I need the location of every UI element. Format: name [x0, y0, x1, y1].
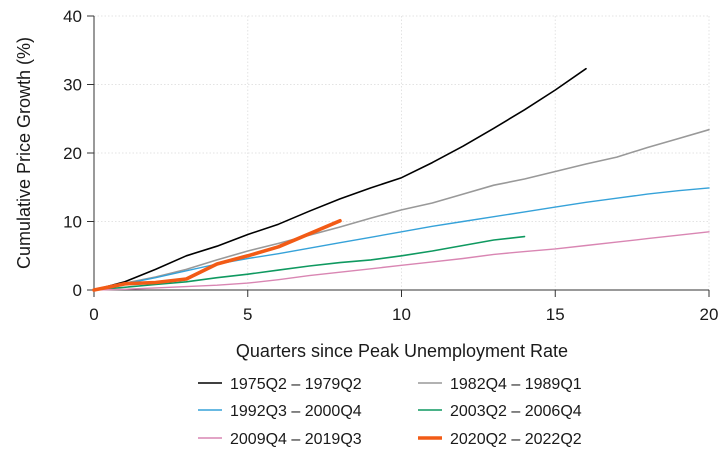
- legend-label-0: 1975Q2 – 1979Q2: [230, 376, 362, 393]
- x-tick-label: 5: [243, 305, 252, 324]
- legend-label-3: 2003Q2 – 2006Q4: [450, 403, 582, 420]
- series-line-2: [93, 187, 710, 291]
- y-tick-label: 40: [63, 7, 82, 26]
- x-tick-label: 15: [546, 305, 565, 324]
- legend-label-4: 2009Q4 – 2019Q3: [230, 431, 362, 448]
- y-tick-label: 10: [63, 213, 82, 232]
- legend: 1975Q2 – 1979Q2 1982Q4 – 1989Q1 1992Q3 – 2…: [198, 376, 582, 448]
- x-tick-label: 20: [700, 305, 719, 324]
- series-layer: [92, 67, 710, 292]
- legend-label-5: 2020Q2 – 2022Q2: [450, 431, 582, 448]
- series-line-3: [93, 235, 526, 291]
- series-line-0: [93, 67, 587, 291]
- x-tick-label: 10: [392, 305, 411, 324]
- series-line-5: [92, 219, 342, 292]
- y-tick-label: 30: [63, 76, 82, 95]
- legend-label-2: 1992Q3 – 2000Q4: [230, 403, 362, 420]
- x-tick-label: 0: [89, 305, 98, 324]
- x-axis-title: Quarters since Peak Unemployment Rate: [236, 341, 568, 361]
- legend-label-1: 1982Q4 – 1989Q1: [450, 376, 582, 393]
- y-axis-title: Cumulative Price Growth (%): [14, 37, 34, 269]
- y-tick-label: 20: [63, 144, 82, 163]
- series-line-4: [93, 231, 710, 291]
- grid-layer: [93, 15, 710, 291]
- series-line-1: [93, 128, 710, 291]
- axes-layer: 0 10 20 30 40 0 5 10 15 20: [63, 7, 718, 324]
- y-tick-label: 0: [73, 281, 82, 300]
